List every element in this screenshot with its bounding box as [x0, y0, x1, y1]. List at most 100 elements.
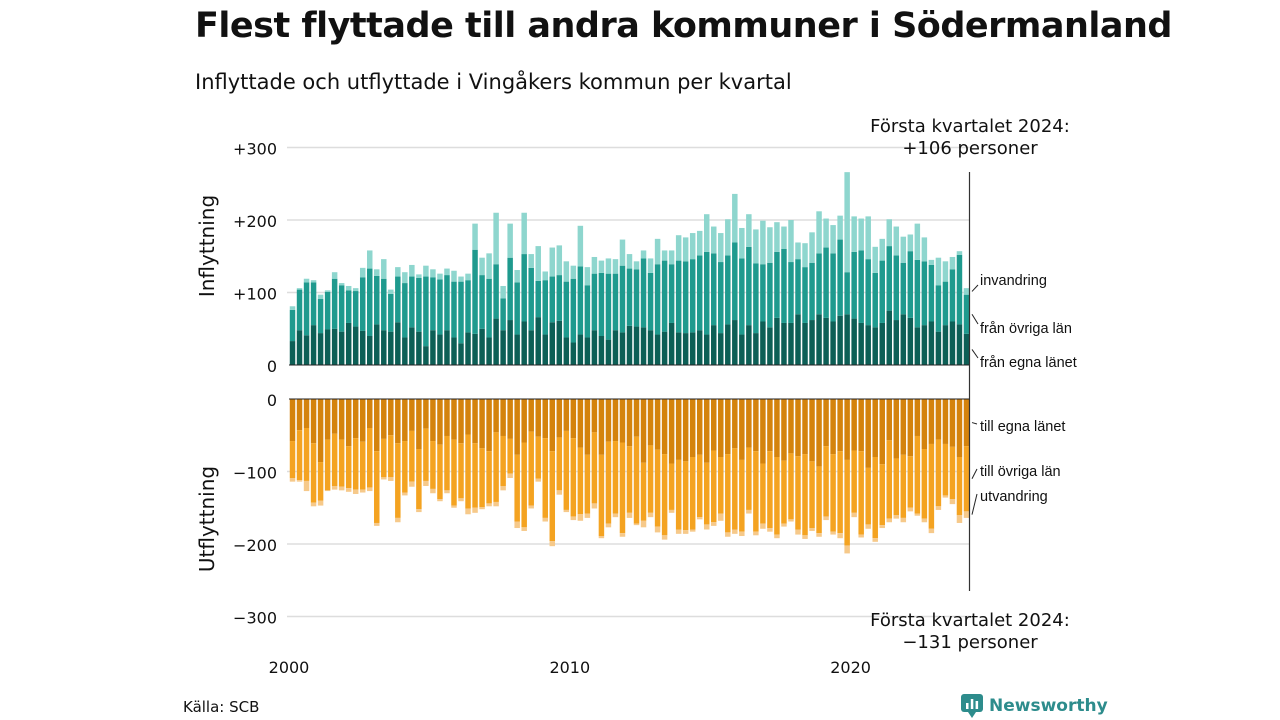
- bar-in-0: [296, 330, 303, 365]
- bar-out-1: [626, 446, 633, 513]
- bar-out-1: [430, 441, 436, 489]
- bar-in-1: [465, 280, 471, 333]
- bar-in-2: [352, 288, 359, 292]
- bar-in-2: [381, 259, 387, 279]
- bar-in-2: [872, 246, 878, 273]
- bar-in-1: [865, 259, 871, 326]
- bar-out-1: [416, 449, 422, 510]
- bar-out-1: [458, 443, 464, 499]
- bar-in-2: [732, 193, 738, 243]
- bar-in-0: [409, 327, 415, 365]
- bar-in-2: [914, 223, 921, 260]
- bar-out-0: [921, 399, 928, 450]
- bar-in-2: [528, 254, 534, 268]
- bar-in-0: [374, 324, 380, 365]
- bar-in-2: [605, 258, 612, 274]
- bar-in-1: [605, 273, 612, 340]
- bar-out-2: [844, 545, 850, 554]
- bar-in-0: [612, 330, 619, 365]
- bar-out-2: [654, 526, 661, 533]
- bar-in-1: [809, 262, 815, 321]
- bar-out-1: [760, 463, 766, 524]
- bar-in-0: [753, 333, 759, 365]
- bar-out-0: [879, 399, 885, 465]
- bar-in-1: [577, 266, 584, 335]
- bar-in-0: [809, 320, 815, 365]
- bar-out-2: [296, 480, 303, 482]
- bar-out-2: [633, 523, 640, 526]
- bar-in-1: [430, 277, 436, 331]
- bar-in-2: [289, 306, 296, 310]
- bar-out-1: [633, 436, 640, 524]
- bar-out-0: [338, 399, 345, 440]
- bar-out-0: [633, 399, 640, 437]
- bar-out-1: [668, 463, 675, 510]
- bar-out-1: [619, 442, 626, 534]
- bar-in-0: [324, 329, 331, 365]
- bar-out-2: [451, 505, 457, 508]
- bar-out-2: [444, 490, 450, 494]
- bar-in-1: [556, 275, 563, 321]
- bar-out-1: [816, 466, 822, 534]
- bar-out-0: [914, 399, 921, 436]
- bar-out-2: [872, 538, 878, 542]
- bar-out-2: [598, 536, 605, 539]
- bar-in-1: [640, 258, 647, 328]
- bar-out-1: [935, 439, 942, 507]
- bar-out-0: [739, 399, 745, 460]
- bar-in-0: [605, 339, 612, 366]
- bar-in-2: [458, 276, 464, 282]
- bar-out-2: [732, 529, 738, 534]
- bar-in-0: [570, 342, 577, 365]
- bar-out-2: [788, 519, 794, 522]
- x-tick-label: 2010: [549, 658, 590, 677]
- bar-in-1: [928, 264, 935, 322]
- bar-out-0: [858, 399, 864, 452]
- bar-in-1: [949, 269, 956, 322]
- bar-in-0: [479, 328, 485, 365]
- bar-out-2: [521, 527, 527, 531]
- bar-in-1: [528, 267, 534, 331]
- bar-out-2: [626, 512, 633, 518]
- bar-in-2: [303, 278, 310, 283]
- bar-out-2: [675, 529, 682, 534]
- bar-in-1: [647, 272, 654, 331]
- bar-in-1: [816, 253, 822, 315]
- bar-out-2: [367, 487, 373, 492]
- bar-out-1: [465, 434, 471, 509]
- bar-in-2: [514, 270, 520, 283]
- bar-in-0: [549, 322, 556, 365]
- bar-out-2: [914, 513, 921, 516]
- y-axis-label-inflyttning: Inflyttning: [195, 195, 219, 297]
- bar-out-1: [696, 454, 703, 518]
- bar-in-1: [781, 249, 787, 323]
- bar-in-0: [963, 333, 970, 365]
- bar-out-0: [514, 399, 520, 455]
- bar-out-1: [395, 443, 401, 518]
- bar-in-1: [830, 253, 836, 322]
- bar-in-2: [809, 232, 815, 263]
- bar-out-1: [549, 451, 556, 542]
- bar-in-1: [753, 263, 759, 334]
- bar-in-1: [633, 269, 640, 327]
- bar-out-1: [423, 428, 429, 481]
- bar-in-2: [556, 245, 563, 276]
- bar-in-2: [451, 270, 457, 282]
- bar-out-2: [711, 522, 717, 526]
- bar-out-1: [345, 446, 352, 489]
- bar-out-0: [802, 399, 808, 455]
- bar-in-0: [718, 333, 724, 365]
- bar-out-1: [907, 456, 914, 508]
- bar-out-0: [310, 399, 317, 444]
- bar-in-0: [661, 331, 668, 365]
- bar-in-2: [921, 237, 928, 262]
- bar-out-2: [465, 508, 471, 515]
- bar-in-0: [331, 328, 338, 365]
- y-tick-label: −300: [233, 609, 277, 628]
- bar-out-0: [851, 399, 857, 451]
- bar-out-1: [367, 428, 373, 488]
- bar-in-0: [521, 321, 527, 365]
- bar-out-2: [493, 501, 499, 507]
- bar-in-2: [612, 259, 619, 274]
- bar-out-0: [746, 399, 752, 448]
